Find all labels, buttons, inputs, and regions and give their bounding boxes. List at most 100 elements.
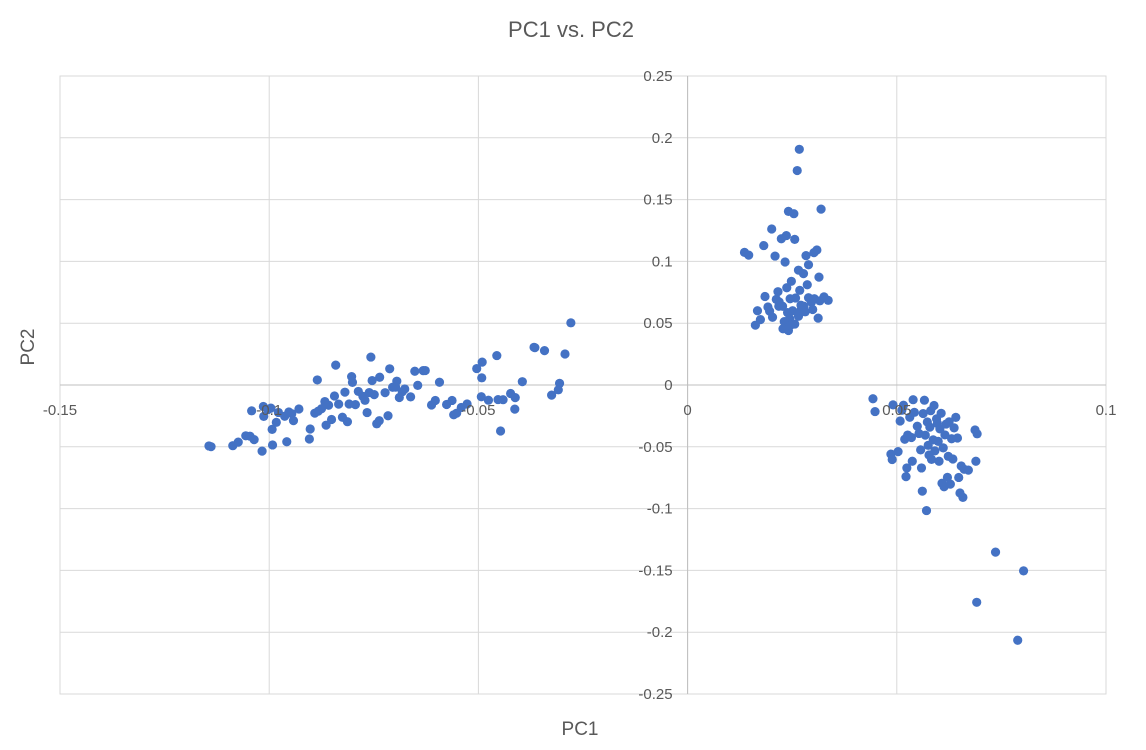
data-point — [952, 433, 963, 443]
data-point — [547, 390, 557, 400]
data-point — [366, 352, 376, 362]
data-point — [816, 204, 826, 214]
data-point — [752, 306, 763, 316]
data-point — [916, 463, 927, 473]
data-point — [777, 301, 788, 311]
data-point — [406, 392, 416, 402]
data-point — [770, 251, 780, 261]
data-point — [945, 479, 955, 489]
data-point — [948, 454, 958, 464]
data-point — [247, 406, 257, 416]
data-point — [887, 454, 897, 465]
data-point — [259, 411, 269, 421]
data-point — [462, 399, 472, 409]
data-point — [938, 443, 948, 453]
data-point — [530, 343, 540, 353]
data-point — [972, 597, 982, 607]
data-point — [413, 380, 423, 390]
data-point — [759, 240, 769, 251]
y-tick-label: -0.2 — [647, 624, 673, 641]
data-point — [921, 505, 932, 516]
data-point — [321, 420, 331, 430]
data-point — [369, 390, 379, 400]
y-tick-label: -0.25 — [638, 686, 672, 703]
data-point — [798, 269, 809, 279]
y-tick-label: -0.1 — [647, 501, 673, 518]
data-point — [374, 416, 384, 426]
data-point — [944, 417, 954, 427]
data-point — [316, 404, 327, 414]
data-point — [257, 446, 267, 456]
data-point — [472, 363, 482, 374]
data-point — [958, 492, 968, 502]
data-point — [329, 391, 340, 401]
data-point — [929, 400, 939, 411]
data-point — [476, 392, 486, 402]
data-point — [908, 395, 918, 405]
data-point — [813, 313, 823, 323]
y-axis-title: PC2 — [18, 329, 39, 366]
data-point — [782, 283, 792, 293]
data-point — [971, 456, 981, 466]
data-point — [906, 432, 917, 443]
data-point — [814, 272, 824, 282]
data-point — [566, 318, 576, 328]
data-point — [785, 320, 796, 330]
data-point — [340, 387, 350, 397]
y-tick-label: 0.15 — [643, 192, 672, 209]
data-point — [287, 409, 297, 419]
data-point — [744, 250, 754, 260]
x-tick-label: -0.1 — [256, 402, 282, 419]
data-point — [786, 276, 796, 286]
data-point — [951, 412, 961, 422]
data-point — [294, 404, 304, 414]
data-point — [304, 434, 314, 444]
data-point — [803, 260, 814, 270]
data-point — [917, 486, 927, 496]
y-tick-label: 0.2 — [652, 130, 673, 147]
data-point — [267, 440, 278, 450]
data-point — [553, 385, 563, 395]
tick-labels: -0.15 -0.1 -0.05 0 0.05 0.1 0.25 0.2 0.15 0.1 0.05… — [43, 68, 1117, 703]
data-point — [233, 437, 243, 447]
data-point — [792, 165, 802, 176]
data-point — [755, 315, 766, 325]
data-point — [249, 435, 259, 445]
data-point — [870, 406, 880, 417]
data-point — [492, 350, 502, 361]
data-point — [334, 399, 344, 409]
data-point — [483, 395, 494, 405]
data-point — [375, 372, 385, 382]
data-point — [385, 364, 395, 374]
data-point — [940, 430, 950, 440]
data-point — [790, 234, 800, 244]
data-point — [954, 472, 964, 483]
data-point — [902, 463, 912, 473]
data-point — [920, 430, 930, 440]
data-point — [796, 300, 806, 310]
data-point — [901, 471, 911, 482]
data-point — [410, 366, 420, 376]
data-point — [990, 547, 1001, 557]
data-point — [760, 291, 770, 302]
data-point — [342, 417, 353, 427]
data-point — [780, 257, 790, 267]
data-point — [823, 295, 833, 305]
data-point — [933, 436, 943, 446]
data-point — [447, 395, 457, 406]
data-point — [326, 414, 337, 425]
data-point — [918, 408, 928, 419]
data-point — [266, 403, 276, 413]
data-point — [790, 293, 801, 303]
y-tick-label: 0.25 — [643, 68, 672, 85]
y-tick-label: 0.05 — [643, 315, 672, 332]
data-point — [1013, 635, 1023, 645]
x-tick-label: 0.1 — [1096, 402, 1117, 419]
data-point — [773, 287, 783, 297]
data-point — [517, 377, 527, 387]
data-point — [271, 417, 281, 427]
data-point — [789, 209, 799, 219]
data-point — [767, 312, 778, 322]
x-axis-title: PC1 — [562, 719, 599, 740]
